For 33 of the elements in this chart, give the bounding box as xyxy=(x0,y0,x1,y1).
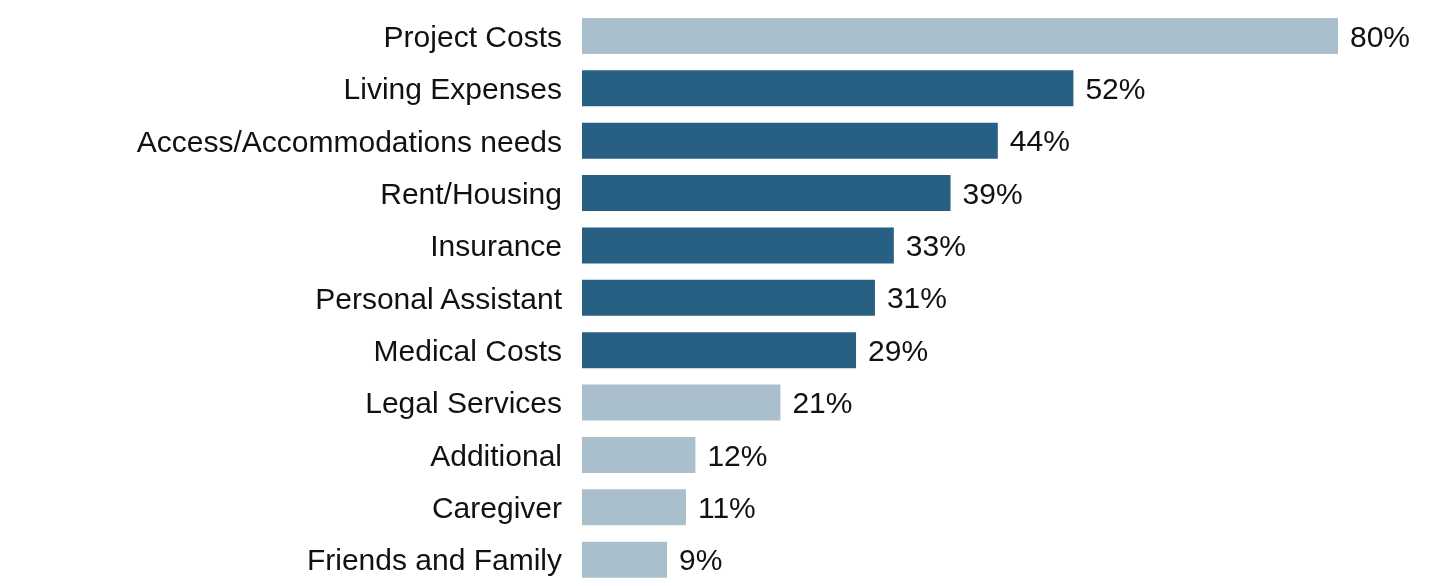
data-label: 52% xyxy=(1085,72,1146,106)
data-label: 31% xyxy=(886,281,947,315)
data-label: 21% xyxy=(792,386,853,420)
y-tick-label: Project Costs xyxy=(383,19,562,53)
bar xyxy=(582,436,696,473)
y-tick-label: Access/Accommodations needs xyxy=(136,124,562,158)
data-label: 80% xyxy=(1350,19,1411,53)
y-tick-label: Additional xyxy=(430,438,562,472)
data-label: 39% xyxy=(962,176,1023,210)
y-tick-label: Medical Costs xyxy=(373,334,562,368)
bar xyxy=(582,227,894,264)
y-tick-label: Legal Services xyxy=(365,386,562,420)
y-tick-label: Rent/Housing xyxy=(380,176,562,210)
data-label: 33% xyxy=(905,229,966,263)
bar xyxy=(582,70,1074,107)
bar xyxy=(582,541,668,578)
data-label: 9% xyxy=(679,543,723,577)
y-tick-label: Living Expenses xyxy=(343,72,562,106)
bar xyxy=(582,279,875,316)
bar xyxy=(582,122,998,159)
bar xyxy=(582,175,951,212)
y-tick-label: Caregiver xyxy=(431,491,562,525)
y-tick-label: Insurance xyxy=(430,229,562,263)
bar xyxy=(582,332,857,369)
data-label: 11% xyxy=(697,490,756,524)
data-label: 12% xyxy=(707,438,768,472)
data-label: 29% xyxy=(868,333,929,367)
data-label: 44% xyxy=(1009,124,1070,158)
bar xyxy=(582,384,781,421)
bar xyxy=(582,489,686,526)
y-tick-label: Personal Assistant xyxy=(315,281,563,315)
y-tick-label: Friends and Family xyxy=(306,543,562,577)
bar xyxy=(582,18,1338,54)
